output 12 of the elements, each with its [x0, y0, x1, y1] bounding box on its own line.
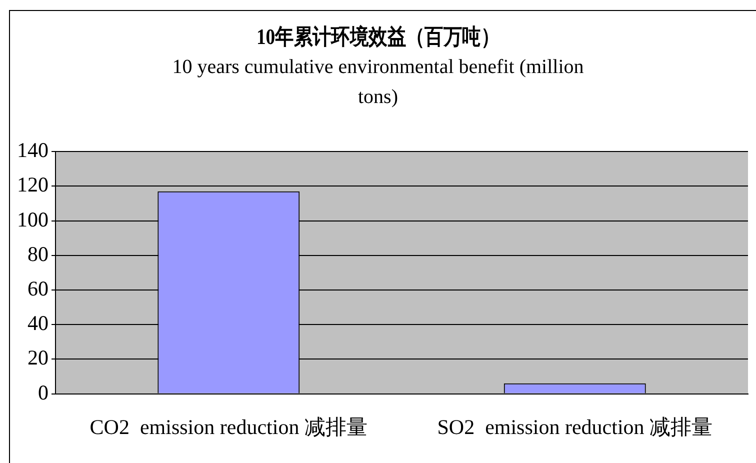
- x-tick-label: SO2 emission reduction 减排量: [437, 414, 713, 439]
- y-tick-label: 140: [17, 138, 48, 162]
- y-tick-label: 20: [28, 346, 48, 370]
- y-tick-label: 80: [28, 242, 48, 266]
- chart-title: 10年累计环境效益（百万吨）: [255, 23, 501, 51]
- y-tick-label: 40: [28, 311, 48, 336]
- chart-subtitle: 10 years cumulative environmental benefit (million tons): [171, 55, 585, 110]
- y-tick-label: 60: [28, 276, 48, 301]
- x-tick-label: CO2 emission reduction 减排量: [90, 414, 368, 439]
- y-tick-label: 0: [38, 380, 48, 404]
- y-tick-label: 100: [17, 207, 48, 232]
- y-tick-label: 120: [17, 172, 48, 197]
